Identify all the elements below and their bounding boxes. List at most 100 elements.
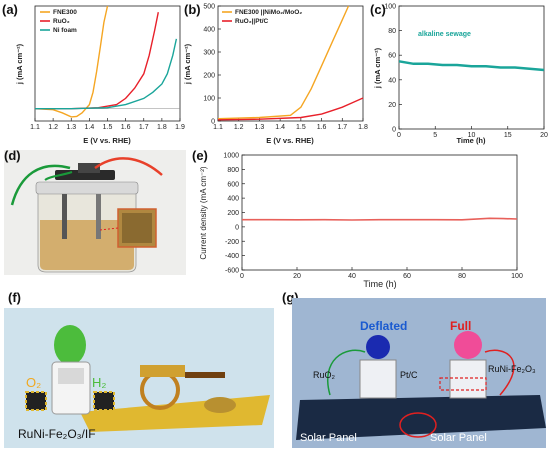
x-tick-label: 10	[468, 132, 476, 139]
panel-b-plot: 1.1 1.2 1.3 1.4 1.5 1.6 1.7 1.8 0 100 200 300 400 500…	[203, 4, 368, 132]
ptc-label: Pt/C	[400, 370, 418, 380]
x-tick-label: 1.9	[175, 124, 185, 131]
x-tick-label: 1.6	[121, 124, 131, 131]
y-tick-label: 20	[388, 102, 396, 109]
panel-a-xlabel: E (V vs. RHE)	[83, 136, 131, 145]
y-tick-label: -400	[225, 253, 239, 260]
x-tick-label: 1.2	[234, 124, 244, 131]
x-tick-label: 20	[540, 132, 548, 139]
solar-panel	[296, 395, 546, 440]
electrode-right	[96, 194, 101, 239]
y-tick-label: 300	[203, 50, 215, 57]
legend-label: RuO₂	[53, 18, 70, 25]
y-tick-label: 500	[203, 4, 215, 11]
x-tick-label: 0	[240, 273, 244, 280]
series-line-0	[242, 217, 518, 221]
jar-lid	[35, 181, 139, 195]
wire-highlight	[399, 412, 437, 438]
panel-e-ylabel: Current density (mA cm⁻²)	[199, 166, 208, 259]
panel-e: (e) 0 20 40 60 80 100 -600 -400 -200 0 200 400 600 80…	[192, 148, 523, 289]
x-tick-label: 1.5	[296, 124, 306, 131]
panel-a: (a) 1.1 1.2 1.3 1.4 1.5 1.6 1.7 1.8 1.9 FNE300 RuO…	[2, 2, 185, 145]
engine-rod	[185, 372, 225, 378]
x-tick-label: 1.7	[139, 124, 149, 131]
deflated-balloon	[366, 335, 390, 359]
panel-c: (c) 0 5 10 15 20 0 20 40 60 80 100 Time (h) j (mA …	[370, 2, 548, 145]
x-tick-label: 40	[348, 273, 356, 280]
electrode-left	[62, 194, 67, 239]
x-tick-label: 15	[504, 132, 512, 139]
series-line-2	[35, 38, 178, 110]
x-tick-label: 1.7	[337, 124, 347, 131]
catalyst-highlight	[439, 377, 487, 391]
o2-electrode-box	[25, 391, 47, 411]
electrode-inset-texture	[122, 213, 152, 243]
panel-b-ylabel: j (mA cm⁻²)	[183, 43, 192, 85]
y-tick-label: -600	[225, 268, 239, 275]
right-red-wire	[484, 349, 515, 396]
legend-label: RuO₂||Pt/C	[235, 18, 269, 25]
engine-arm	[140, 365, 185, 377]
panel-f: (f) O₂ H₂ RuNi-Fe₂O₃/IF	[4, 290, 274, 448]
panel-c-plot: 0 5 10 15 20 0 20 40 60 80 100	[384, 4, 548, 140]
y-tick-label: 100	[384, 4, 396, 11]
panel-g: (g) Deflated Full RuO₂ Pt/C RuNi-Fe₂O₃ S…	[282, 290, 546, 448]
full-label: Full	[450, 319, 471, 333]
x-tick-label: 60	[403, 273, 411, 280]
y-tick-label: -200	[225, 239, 239, 246]
x-tick-label: 20	[293, 273, 301, 280]
x-tick-label: 1.5	[103, 124, 113, 131]
panel-e-plot: 0 20 40 60 80 100 -600 -400 -200 0 200 400 600 800 100…	[223, 153, 523, 281]
panel-a-ylabel: j (mA cm⁻²)	[15, 43, 24, 85]
panel-c-label: (c)	[370, 2, 386, 17]
right-electrolyzer	[449, 359, 487, 399]
panel-a-label: (a)	[2, 2, 18, 17]
electrolyzer-top	[58, 368, 84, 384]
catalyst-label: RuNi-Fe₂O₃	[488, 364, 536, 374]
x-tick-label: 1.4	[275, 124, 285, 131]
burner	[204, 397, 236, 413]
x-tick-label: 1.4	[85, 124, 95, 131]
y-tick-label: 200	[203, 73, 215, 80]
y-tick-label: 80	[388, 28, 396, 35]
full-balloon	[454, 331, 482, 359]
y-tick-label: 60	[388, 53, 396, 60]
x-tick-label: 80	[458, 273, 466, 280]
x-tick-label: 1.1	[213, 124, 223, 131]
green-clip-wire	[44, 171, 73, 181]
deflated-label: Deflated	[360, 319, 407, 333]
y-tick-label: 0	[392, 127, 396, 134]
green-wire	[10, 164, 71, 206]
x-tick-label: 1.6	[317, 124, 327, 131]
panel-b: (b) 1.1 1.2 1.3 1.4 1.5 1.6 1.7 1.8 0 100 200 300 40…	[183, 2, 368, 145]
x-tick-label: 1.2	[48, 124, 58, 131]
panel-e-frame	[241, 154, 518, 271]
legend-label: FNE300	[53, 9, 77, 16]
h2-electrode-box	[93, 391, 115, 411]
left-electrolyzer	[359, 359, 397, 399]
x-tick-label: 0	[397, 132, 401, 139]
legend-label: FNE300 ||NiMo₂/MoO₂	[235, 9, 302, 16]
solar-panel-label-1: Solar Panel	[300, 432, 357, 444]
y-tick-label: 800	[227, 167, 239, 174]
x-tick-label: 1.1	[30, 124, 40, 131]
panel-b-label: (b)	[184, 2, 201, 17]
y-tick-label: 0	[235, 224, 239, 231]
panel-c-xlabel: Time (h)	[456, 136, 486, 145]
y-tick-label: 40	[388, 77, 396, 84]
y-tick-label: 400	[227, 196, 239, 203]
h2-label: H₂	[92, 375, 106, 390]
electrode-holder	[78, 163, 100, 173]
y-tick-label: 600	[227, 181, 239, 188]
panel-c-ylabel: j (mA cm⁻²)	[373, 47, 382, 89]
x-tick-label: 1.3	[255, 124, 265, 131]
x-tick-label: 5	[433, 132, 437, 139]
solar-panel-label-2: Solar Panel	[430, 432, 487, 444]
series-line-0	[34, 5, 109, 118]
panel-e-xlabel: Time (h)	[363, 279, 396, 289]
series-line-1	[217, 97, 364, 121]
ruo2-label: RuO₂	[313, 370, 336, 380]
x-tick-label: 100	[511, 273, 523, 280]
y-tick-label: 1000	[223, 153, 239, 160]
